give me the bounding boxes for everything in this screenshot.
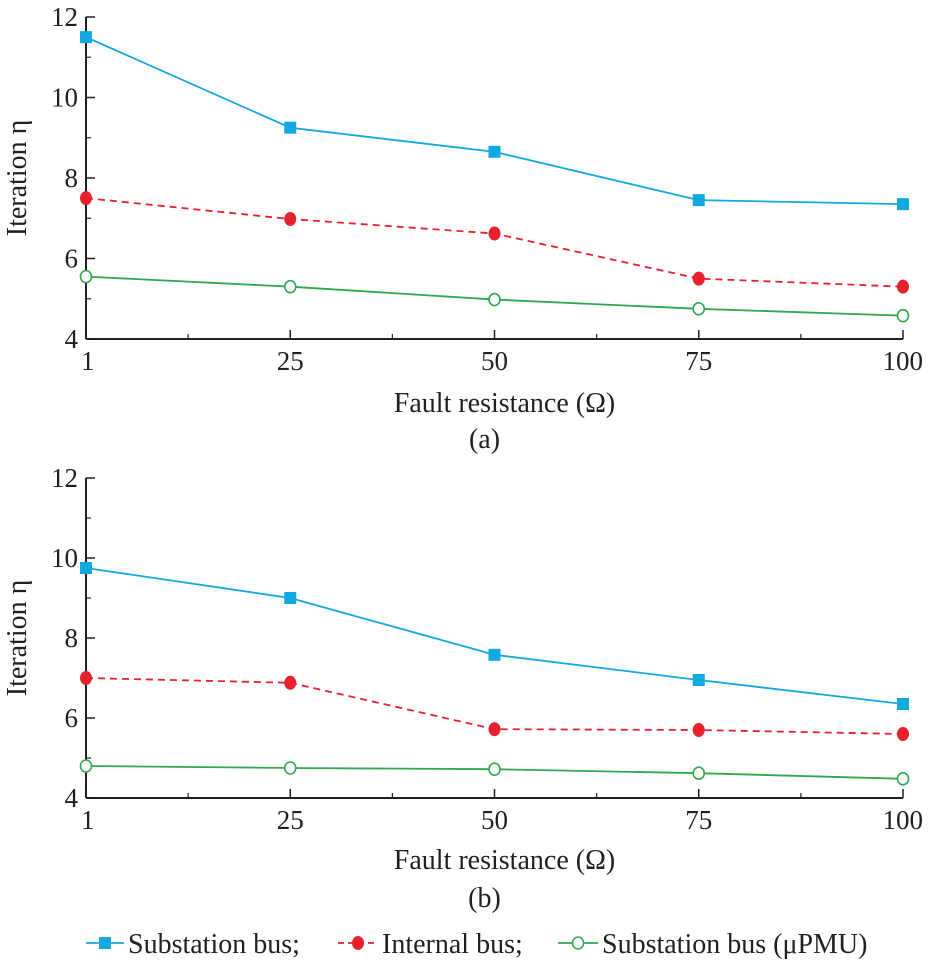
y-tick-label: 4 (65, 324, 79, 354)
data-point (283, 761, 297, 775)
x-tick-label: 75 (685, 346, 712, 376)
y-tick-label: 6 (65, 244, 79, 274)
data-point (283, 279, 297, 294)
panel-label: (b) (468, 883, 501, 914)
x-tick-label: 1 (81, 805, 95, 835)
y-tick-label: 4 (65, 783, 79, 813)
data-point (488, 722, 501, 737)
data-point (692, 271, 705, 286)
series-line (85, 567, 904, 705)
series-1 (80, 191, 909, 294)
legend-item: Internal bus; (338, 929, 523, 960)
y-tick-label: 8 (65, 623, 79, 653)
series-0 (80, 31, 909, 211)
data-point (80, 191, 92, 206)
series-line (85, 36, 904, 206)
legend-marker (352, 936, 364, 950)
x-tick-label: 50 (481, 805, 508, 835)
legend-marker (571, 936, 585, 950)
y-axis-label: Iteration η (2, 120, 33, 236)
data-point (284, 592, 297, 604)
x-tick-label: 75 (685, 805, 712, 835)
legend-item: Substation bus (μPMU) (558, 929, 867, 960)
data-point (488, 145, 501, 158)
data-point (284, 121, 297, 134)
panel-a: 4 6 8 10 12 1 25 50 75 100 Fault resistance (Ω) Ite… (2, 2, 923, 455)
data-point (488, 226, 501, 241)
legend-label: Substation bus; (128, 929, 300, 960)
y-tick-label: 10 (51, 543, 78, 573)
legend-item: Substation bus; (86, 929, 300, 960)
data-point (488, 762, 501, 777)
x-axis-label: Fault resistance (Ω) (394, 388, 615, 419)
x-tick-label: 50 (481, 346, 508, 376)
data-point (692, 766, 706, 781)
series-1 (80, 671, 909, 741)
data-point (80, 671, 92, 685)
legend-label: Internal bus; (382, 929, 523, 960)
data-point (896, 308, 910, 323)
data-point (692, 302, 706, 316)
y-tick-label: 12 (51, 463, 78, 493)
y-axis-label: Iteration η (2, 580, 33, 696)
legend-label: Substation bus (μPMU) (602, 929, 867, 960)
data-point (692, 194, 705, 207)
panel-label: (a) (469, 424, 500, 455)
x-tick-label: 1 (81, 346, 95, 376)
x-tick-label: 100 (883, 346, 924, 376)
y-tick-label: 12 (51, 2, 78, 32)
x-axis-label: Fault resistance (Ω) (394, 845, 615, 876)
data-point (488, 648, 501, 661)
legend: Substation bus; Internal bus; Substation b… (86, 929, 867, 960)
data-point (284, 212, 297, 227)
y-tick-label: 8 (65, 163, 79, 193)
series-2 (79, 269, 910, 323)
y-tick-label: 6 (65, 703, 79, 733)
data-point (692, 674, 705, 686)
data-point (692, 723, 705, 737)
data-point (79, 759, 93, 773)
panel-b: 4 6 8 10 12 1 25 50 75 100 Fault resistance (Ω) Ite… (2, 463, 923, 914)
data-point (80, 562, 92, 574)
legend-marker (99, 937, 111, 949)
data-point (284, 675, 297, 690)
x-tick-label: 25 (277, 346, 304, 376)
data-point (488, 292, 501, 307)
x-tick-label: 100 (883, 805, 924, 835)
data-point (79, 269, 93, 284)
series-2 (79, 759, 910, 786)
series-line (85, 197, 904, 288)
y-tick-label: 10 (51, 83, 78, 113)
data-point (897, 279, 909, 294)
data-point (897, 198, 909, 211)
data-point (897, 727, 909, 741)
x-tick-label: 25 (277, 805, 304, 835)
data-point (897, 698, 909, 710)
data-point (896, 771, 910, 786)
data-point (80, 31, 92, 44)
series-0 (80, 562, 909, 710)
